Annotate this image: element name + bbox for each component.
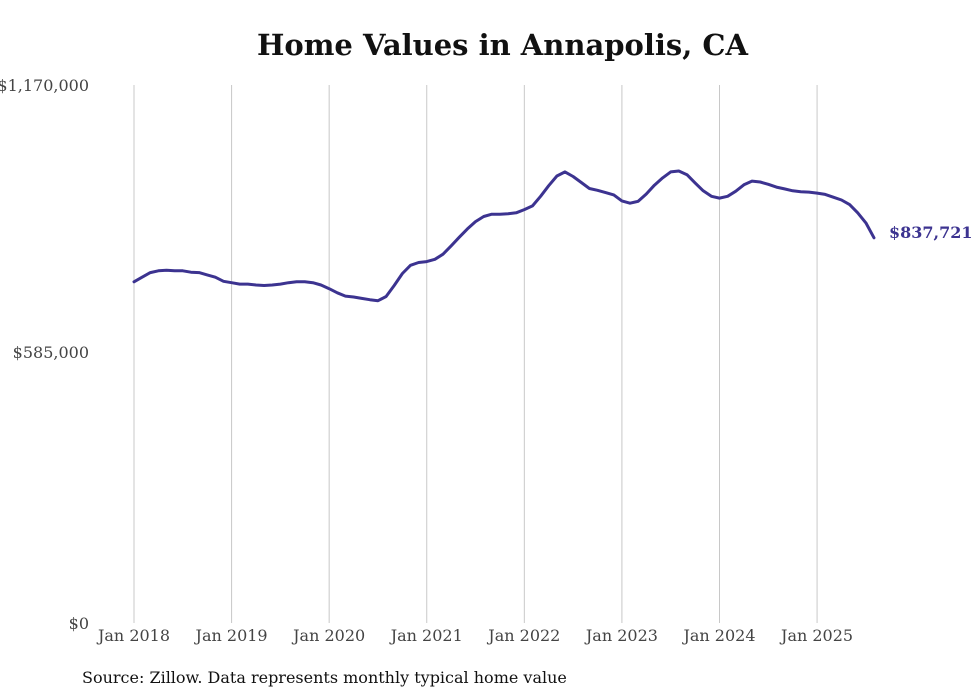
x-tick-label: Jan 2020 <box>291 626 365 645</box>
y-tick-label: $585,000 <box>13 343 89 362</box>
x-tick-label: Jan 2021 <box>389 626 463 645</box>
y-tick-label: $1,170,000 <box>0 76 89 95</box>
x-tick-label: Jan 2019 <box>194 626 268 645</box>
x-tick-label: Jan 2023 <box>584 626 658 645</box>
series-layer <box>132 169 876 303</box>
x-tick-label: Jan 2025 <box>779 626 853 645</box>
x-tick-label: Jan 2024 <box>681 626 755 645</box>
x-tick-label: Jan 2022 <box>486 626 560 645</box>
series-line <box>132 169 876 303</box>
y-axis-ticks: $0 $585,000 $1,170,000 <box>0 76 89 633</box>
y-tick-label: $0 <box>69 614 89 633</box>
chart-title: Home Values in Annapolis, CA <box>257 28 748 62</box>
end-value-label: $837,721 <box>889 223 973 242</box>
x-tick-label: Jan 2018 <box>96 626 170 645</box>
x-axis-ticks: Jan 2018 Jan 2019 Jan 2020 Jan 2021 Jan 2022… <box>96 626 853 645</box>
gridlines <box>133 85 818 623</box>
source-note: Source: Zillow. Data represents monthly … <box>82 668 567 687</box>
